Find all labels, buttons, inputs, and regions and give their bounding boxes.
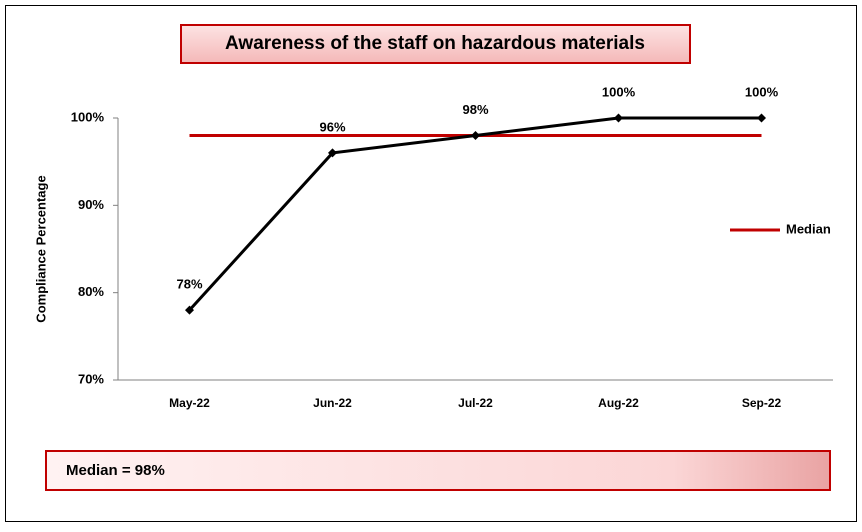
data-label: 100% — [602, 84, 636, 99]
x-tick-label: Aug-22 — [598, 396, 639, 410]
y-tick-label: 90% — [78, 197, 104, 212]
point — [328, 148, 337, 158]
data-label: 78% — [176, 277, 202, 292]
annotation: Median = 98% — [66, 462, 165, 479]
chart-title: Awareness of the staff on hazardous mate… — [225, 33, 645, 54]
point — [185, 305, 194, 315]
y-tick-label: 100% — [71, 109, 105, 124]
data-label: 96% — [319, 119, 345, 134]
data-label: 100% — [745, 84, 779, 99]
y-tick-label: 70% — [78, 371, 104, 386]
y-axis-label: Compliance Percentage — [33, 175, 48, 322]
annotation-box — [45, 450, 831, 491]
title-box — [180, 24, 691, 64]
x-tick-label: May-22 — [169, 396, 210, 410]
y-tick-label: 80% — [78, 284, 104, 299]
point — [757, 113, 766, 123]
point — [614, 113, 623, 123]
x-tick-label: Sep-22 — [742, 396, 782, 410]
point — [471, 130, 480, 140]
chart-border — [5, 5, 857, 522]
x-tick-label: Jul-22 — [458, 396, 493, 410]
legend-label: Median — [786, 221, 831, 236]
x-tick-label: Jun-22 — [313, 396, 352, 410]
data-label: 98% — [462, 102, 488, 117]
